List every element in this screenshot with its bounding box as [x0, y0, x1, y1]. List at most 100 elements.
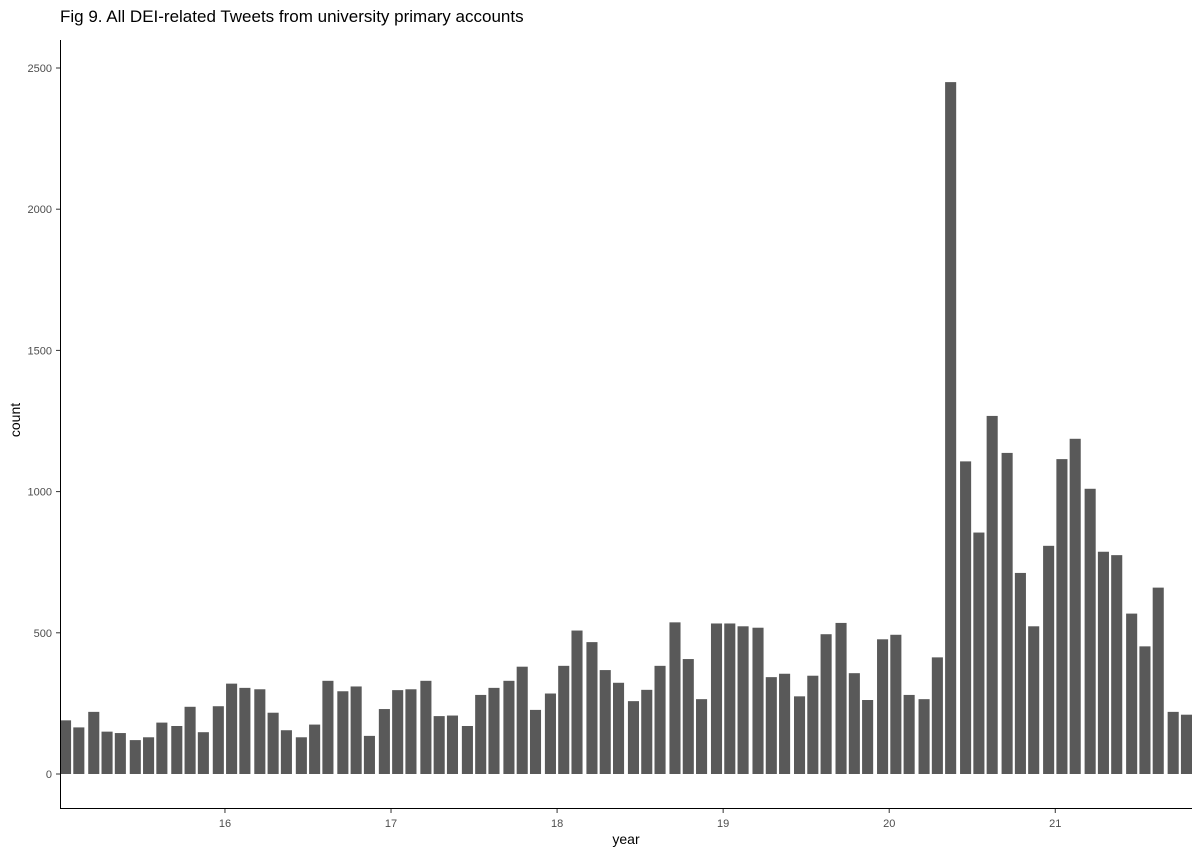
bar — [1180, 714, 1192, 774]
bar — [820, 634, 832, 774]
bar — [295, 737, 307, 774]
x-tick-label: 18 — [551, 818, 563, 830]
bar — [1028, 626, 1040, 774]
bar — [765, 677, 777, 774]
bar — [960, 461, 972, 774]
x-axis-title: year — [612, 831, 640, 847]
bar — [848, 673, 860, 774]
y-tick-label: 2500 — [28, 63, 52, 75]
bars-group — [60, 82, 1192, 775]
bar — [309, 724, 321, 774]
x-tick-label: 16 — [219, 818, 231, 830]
bar — [254, 689, 266, 774]
bar — [101, 731, 113, 774]
bar — [945, 82, 957, 775]
bar — [654, 665, 666, 774]
bar — [1139, 646, 1151, 774]
bar — [197, 732, 209, 774]
bar — [488, 687, 500, 774]
bar — [973, 532, 985, 774]
bar — [363, 735, 375, 774]
bar — [446, 715, 459, 774]
bar — [724, 623, 736, 774]
bar — [392, 690, 404, 774]
bar — [156, 722, 168, 774]
bar — [807, 675, 819, 774]
y-axis-title: count — [7, 403, 23, 437]
bar — [1043, 545, 1055, 774]
bar — [1111, 555, 1123, 774]
bar — [682, 659, 694, 774]
bar — [986, 415, 998, 774]
bar — [586, 642, 598, 774]
x-tick-label: 19 — [717, 818, 729, 830]
bar — [280, 730, 292, 774]
bar — [1097, 551, 1109, 774]
bar — [877, 639, 889, 774]
bar — [779, 673, 791, 774]
bar — [60, 720, 72, 774]
bar — [184, 706, 196, 774]
bar — [544, 693, 556, 774]
bar — [696, 699, 708, 774]
bar — [129, 740, 141, 774]
y-tick-label: 2000 — [28, 204, 52, 216]
bar — [433, 716, 445, 774]
bar — [529, 709, 542, 774]
bar — [737, 626, 749, 774]
bar — [835, 622, 847, 774]
bar — [475, 694, 487, 774]
y-tick-label: 500 — [34, 628, 52, 640]
x-tick-label: 17 — [385, 818, 397, 830]
bar — [1069, 438, 1081, 774]
bar — [571, 630, 583, 774]
bar — [322, 680, 334, 774]
bar — [212, 706, 224, 774]
bar — [669, 622, 681, 774]
bar — [1167, 711, 1179, 774]
bar — [267, 712, 279, 774]
bar — [226, 683, 238, 774]
bar — [710, 623, 723, 774]
chart-title: Fig 9. All DEI-related Tweets from unive… — [60, 7, 524, 26]
bar — [114, 733, 126, 774]
bar — [461, 725, 473, 774]
bar — [239, 687, 251, 774]
bar — [73, 727, 85, 774]
bar — [516, 666, 528, 774]
bar — [1152, 587, 1164, 774]
bar — [1014, 572, 1026, 774]
bar — [890, 634, 902, 774]
bar — [1126, 613, 1138, 774]
bar — [918, 699, 930, 774]
y-tick-label: 1500 — [28, 345, 52, 357]
bar — [143, 737, 155, 774]
x-tick-label: 21 — [1049, 818, 1061, 830]
bar — [794, 696, 806, 774]
bar — [558, 665, 570, 774]
bar — [1084, 488, 1096, 774]
bar — [612, 682, 625, 774]
y-tick-label: 0 — [46, 769, 52, 781]
x-ticks-group: 16 17 18 19 20 21 — [219, 809, 1061, 830]
bar — [171, 725, 183, 774]
x-tick-label: 20 — [883, 818, 895, 830]
y-tick-label: 1000 — [28, 487, 52, 499]
bar — [1001, 452, 1013, 774]
bar — [337, 691, 349, 774]
y-ticks-group: 0 500 1000 1500 2000 2500 — [28, 63, 60, 781]
bar — [405, 689, 417, 774]
bar — [1056, 459, 1068, 774]
bar — [503, 680, 515, 774]
bar — [420, 680, 432, 774]
bar — [752, 627, 764, 774]
bar — [599, 670, 611, 774]
bar — [627, 701, 640, 774]
bar — [903, 694, 915, 774]
bar — [378, 709, 390, 774]
bar — [350, 686, 362, 774]
bar — [862, 700, 874, 774]
bar — [931, 657, 943, 774]
bar — [88, 711, 100, 774]
